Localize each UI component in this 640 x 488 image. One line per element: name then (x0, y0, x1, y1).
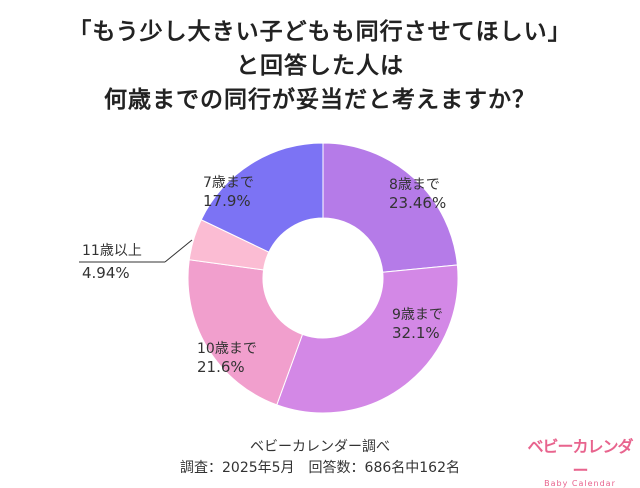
leader-line-11 (164, 239, 193, 263)
logo-subtext: Baby Calendar (544, 479, 616, 488)
donut-slice-4 (200, 142, 324, 253)
source-note: ベビーカレンダー調べ (250, 439, 390, 455)
slice-label-11: 11歳以上 4.94% (82, 242, 142, 282)
slice-label-9: 9歳まで 32.1% (392, 306, 443, 342)
slice-name-8: 8歳まで (389, 177, 440, 193)
slice-value-10: 21.6% (197, 358, 245, 376)
donut-slice-2 (187, 259, 304, 406)
slice-label-10: 10歳まで 21.6% (197, 340, 257, 376)
slice-name-11: 11歳以上 (82, 243, 142, 259)
slice-value-7: 17.9% (203, 192, 251, 210)
slice-value-8: 23.46% (389, 194, 447, 212)
slice-value-11: 4.94% (82, 264, 130, 282)
slice-label-7: 7歳まで 17.9% (203, 174, 254, 210)
slice-value-9: 32.1% (392, 324, 440, 342)
donut-slice-0 (322, 142, 458, 273)
chart-title-line-2: と回答した人は (236, 53, 404, 79)
slice-name-10: 10歳まで (197, 341, 257, 357)
slice-name-7: 7歳まで (203, 175, 254, 191)
chart-title-line-1: 「もう少し大きい子どもも同行させてほしい」 (68, 19, 572, 45)
slice-label-8: 8歳まで 23.46% (389, 176, 446, 212)
chart-title-line-3: 何歳までの同行が妥当だと考えますか？ (104, 87, 536, 113)
donut-slice-1 (276, 264, 459, 414)
slice-name-9: 9歳まで (392, 307, 443, 323)
survey-note: 調査：2025年5月 回答数：686名中162名 (180, 460, 460, 476)
logo-text: ベビーカレンダー (527, 437, 633, 480)
